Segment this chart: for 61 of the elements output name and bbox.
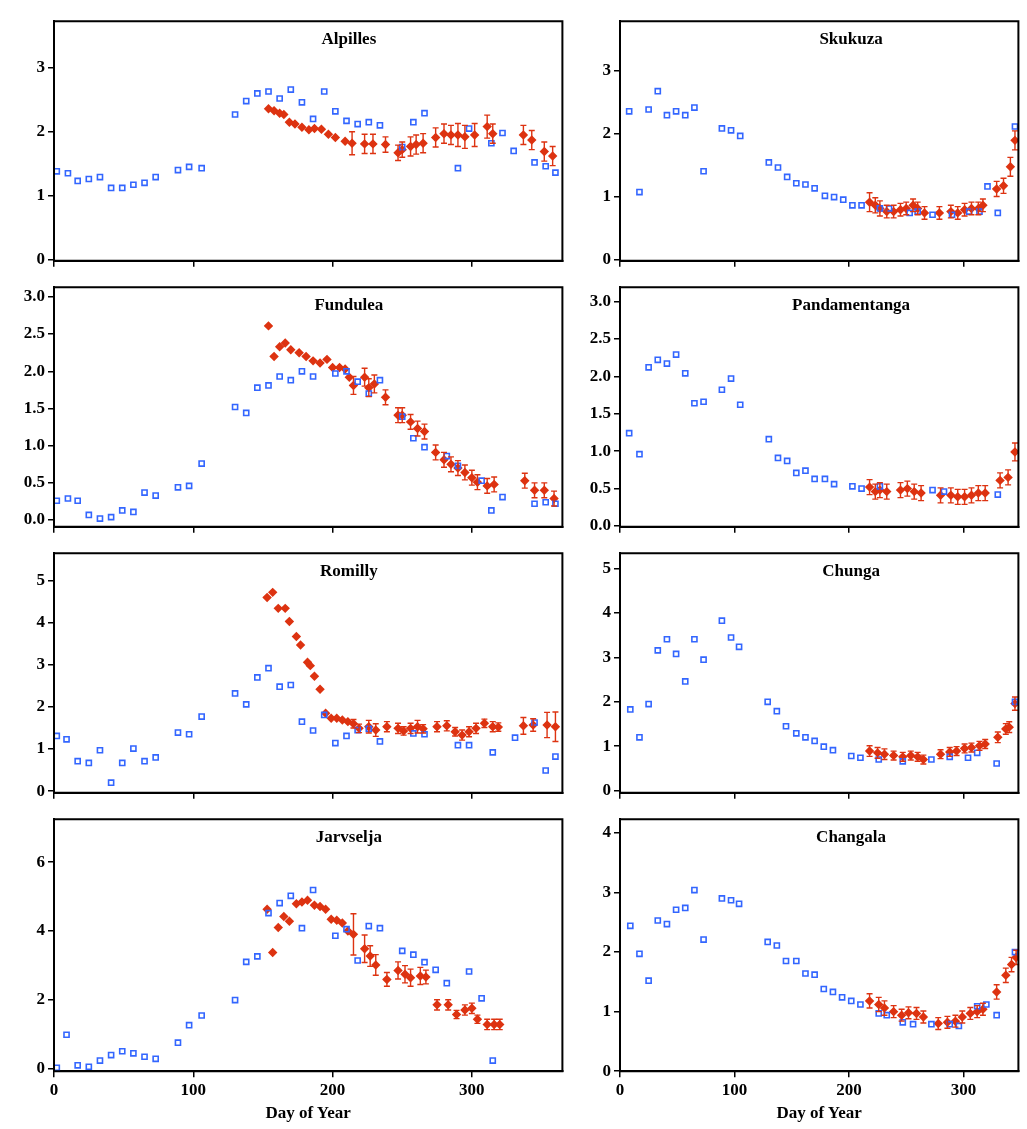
y-tick-label: 0.0 [589, 515, 611, 535]
y-tick-label: 2.0 [23, 360, 45, 380]
y-tick-label: 0 [602, 779, 611, 799]
y-tick-label: 2 [602, 122, 611, 142]
y-tick-label: 5 [602, 558, 611, 578]
y-tick-label: 6 [36, 851, 45, 871]
text: Alpilles [321, 29, 377, 49]
x-tick-label: 200 [319, 1079, 346, 1099]
chart-title: Skukuza [819, 29, 884, 49]
y-tick-label: 1 [602, 185, 611, 205]
text: Pandamentanga [792, 295, 911, 315]
y-tick-label: 4 [36, 612, 46, 632]
y-tick-label: 3 [602, 59, 611, 79]
y-tick-label: 1 [36, 738, 45, 758]
y-tick-label: 0.5 [589, 478, 611, 497]
y-tick-label: 5 [36, 569, 45, 589]
y-tick-label: 1 [602, 735, 611, 755]
y-tick-label: 3 [36, 57, 45, 77]
y-tick-label: 1.0 [589, 440, 611, 460]
y-tick-label: 4 [602, 822, 612, 842]
y-tick-label: 3 [36, 654, 45, 674]
x-tick-label: 0 [615, 1079, 625, 1099]
y-tick-label: 2.5 [589, 328, 611, 348]
text: Changala [816, 827, 887, 847]
x-tick-label: 0 [49, 1079, 59, 1099]
y-tick-label: 2 [602, 691, 611, 711]
x-tick-label: 100 [721, 1079, 748, 1099]
x-axis-title: Day of Year [265, 1103, 352, 1123]
y-tick-label: 2 [36, 696, 45, 716]
y-tick-label: 3.0 [589, 290, 611, 310]
y-tick-label: 2 [36, 989, 45, 1009]
y-tick-label: 0 [36, 1057, 45, 1077]
y-tick-label: 4 [602, 602, 612, 622]
y-tick-label: 3.0 [23, 286, 45, 306]
x-axis-title: Day of Year [776, 1103, 863, 1123]
y-tick-label: 0.0 [23, 509, 45, 529]
y-tick-label: 3 [602, 881, 611, 901]
y-tick-label: 1 [36, 185, 45, 205]
x-tick-label: 100 [180, 1079, 207, 1099]
x-tick-label: 300 [459, 1079, 485, 1099]
text: Chunga [822, 561, 881, 581]
y-tick-label: 4 [36, 920, 46, 940]
text: Jarvselja [315, 827, 383, 847]
y-tick-label: 2 [602, 941, 611, 961]
y-tick-label: 0.5 [23, 472, 45, 492]
y-tick-label: 2.5 [23, 323, 45, 343]
y-tick-label: 0 [602, 248, 611, 268]
text: Fundulea [314, 295, 384, 315]
y-tick-label: 1 [602, 1001, 611, 1021]
y-tick-label: 1.0 [23, 435, 45, 455]
text: Romilly [320, 561, 379, 581]
y-tick-label: 2.0 [589, 365, 611, 385]
y-tick-label: 2 [36, 121, 45, 141]
y-tick-label: 0 [602, 1060, 611, 1080]
y-tick-label: 3 [602, 646, 611, 666]
y-tick-label: 0 [36, 248, 45, 268]
x-tick-label: 300 [950, 1079, 977, 1099]
y-tick-label: 1.5 [23, 397, 45, 417]
x-tick-label: 200 [836, 1079, 862, 1099]
y-tick-label: 1.5 [589, 403, 611, 423]
y-tick-label: 0 [36, 780, 45, 800]
